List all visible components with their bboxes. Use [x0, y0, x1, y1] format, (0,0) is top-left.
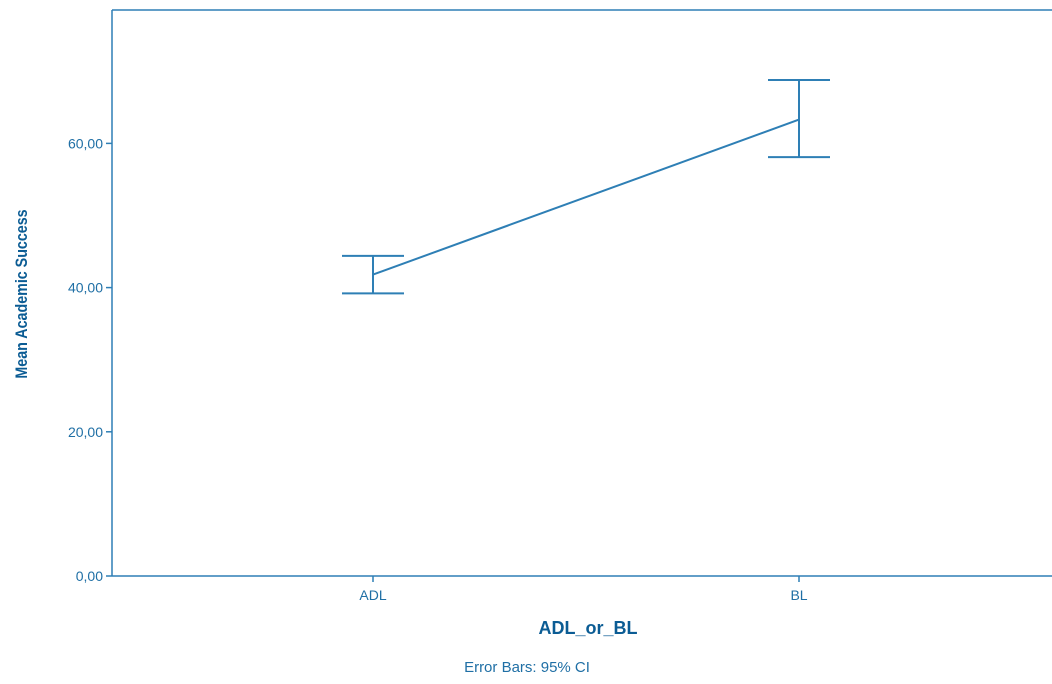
- axes: [111, 9, 1052, 577]
- y-ticks: 0,00 20,00 40,00 60,00: [68, 135, 112, 584]
- error-bar-footnote: Error Bars: 95% CI: [464, 659, 590, 676]
- y-tick-label: 20,00: [68, 424, 103, 440]
- x-tick-label: ADL: [359, 587, 386, 603]
- y-tick-label: 0,00: [76, 568, 103, 584]
- y-tick-label: 60,00: [68, 135, 103, 151]
- x-axis-title: ADL_or_BL: [538, 618, 637, 638]
- x-tick-label: BL: [790, 587, 807, 603]
- x-ticks: ADL BL: [359, 576, 808, 603]
- series: [342, 78, 830, 295]
- mean-line: [372, 118, 800, 276]
- y-axis-title: Mean Academic Success: [13, 209, 31, 378]
- y-tick-label: 40,00: [68, 280, 103, 296]
